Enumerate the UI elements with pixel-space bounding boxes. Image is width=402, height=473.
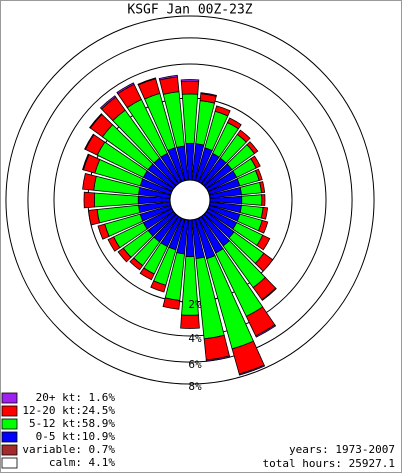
rose-segment xyxy=(107,236,121,252)
rose-segment xyxy=(254,252,274,272)
rose-segment xyxy=(246,141,259,155)
legend-swatch xyxy=(1,405,18,417)
legend-name: variable: xyxy=(22,443,82,456)
rose-segment xyxy=(158,74,178,81)
rose-segment xyxy=(88,208,100,226)
legend-total: 0.7% xyxy=(89,443,116,456)
ring-label: 4% xyxy=(188,332,202,345)
legend-total: 1.6% xyxy=(89,391,116,404)
rose-segment xyxy=(226,117,242,130)
rose-segment xyxy=(82,173,97,191)
rose-segment xyxy=(180,80,200,95)
rose-segment xyxy=(250,155,261,169)
legend-swatch xyxy=(1,418,18,430)
legend-swatch xyxy=(1,392,18,404)
rose-segment xyxy=(236,129,251,143)
rose-segment xyxy=(257,219,269,234)
rose-segment xyxy=(129,257,144,271)
legend-total: 58.9% xyxy=(82,417,115,430)
rose-segment xyxy=(238,364,266,376)
rose-segment xyxy=(83,191,96,209)
ring-label: 6% xyxy=(188,358,202,371)
rose-segment xyxy=(97,223,110,240)
legend-swatch xyxy=(1,457,18,469)
ring xyxy=(27,37,353,363)
rose-segment xyxy=(214,105,231,117)
ring xyxy=(5,15,375,385)
rose-segment xyxy=(205,355,231,362)
rose-segment xyxy=(255,168,263,181)
rose-segment xyxy=(89,113,103,129)
rose-segment xyxy=(116,82,135,95)
legend-total: 4.1% xyxy=(89,456,116,469)
rose-segment xyxy=(84,133,95,150)
rose-segment xyxy=(180,314,200,329)
rose-segment xyxy=(200,92,217,97)
rose-segment xyxy=(150,280,167,293)
years: years: 1973-2007 xyxy=(289,443,395,456)
legend-name: 0-5 kt: xyxy=(36,430,82,443)
legend-swatch xyxy=(1,431,18,443)
chart-title: KSGF Jan 00Z-23Z xyxy=(127,3,252,18)
rose-segment xyxy=(260,206,269,220)
ring-label: 2% xyxy=(188,298,202,311)
rose-segment xyxy=(139,267,155,281)
legend-swatch xyxy=(1,444,18,456)
legend-total: 24.5% xyxy=(82,404,115,417)
calm-hole xyxy=(169,179,211,221)
rose-segment xyxy=(99,95,117,110)
hours: total hours: 25927.1 xyxy=(263,457,395,470)
rose-segment xyxy=(137,77,157,86)
legend-name: 20+ kt: xyxy=(36,391,82,404)
rose-segment xyxy=(180,79,200,82)
legend-name: 5-12 kt: xyxy=(29,417,82,430)
rose-segment xyxy=(117,247,132,263)
rose-segment xyxy=(261,194,266,206)
legend-name: calm: xyxy=(49,456,82,469)
rose-segment xyxy=(259,181,266,194)
ring-label: 8% xyxy=(188,380,202,393)
rose-segment xyxy=(256,234,271,251)
legend-total: 10.9% xyxy=(82,430,115,443)
rose-segment xyxy=(162,297,181,310)
rose-segment xyxy=(261,287,277,301)
rose-segment xyxy=(241,194,263,206)
legend-name: 12-20 kt: xyxy=(22,404,82,417)
ring xyxy=(53,63,327,337)
rose-segment xyxy=(255,324,277,338)
rose-segment xyxy=(82,153,90,171)
